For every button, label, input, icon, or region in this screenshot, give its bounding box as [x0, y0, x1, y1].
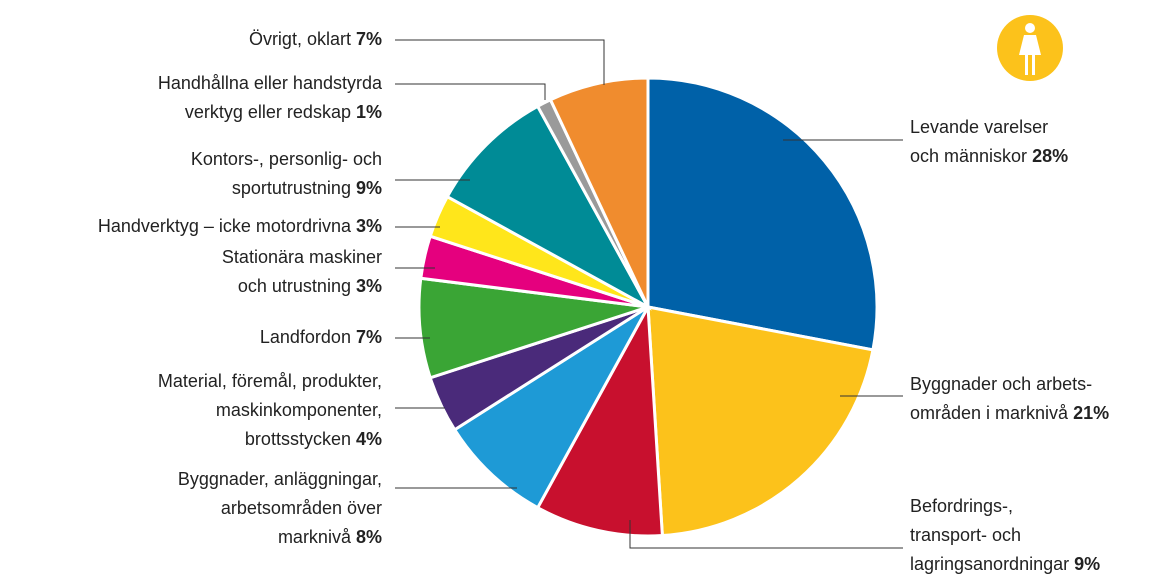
slice-label: Befordrings-, transport- och lagringsano… [910, 492, 1172, 578]
slice-label: Handverktyg – icke motordrivna 3% [7, 212, 382, 241]
slice-label: Byggnader och arbets- områden i marknivå… [910, 370, 1172, 428]
category-label: Levande varelser och människor [910, 117, 1049, 166]
value-label: 7% [355, 327, 382, 347]
category-label: Övrigt, oklart [248, 29, 351, 49]
slice-label: Landfordon 7% [12, 323, 382, 352]
leader-line [629, 520, 903, 549]
value-label: 1% [355, 102, 382, 122]
woman-icon [997, 15, 1063, 81]
category-label: Befordrings-, transport- och lagringsano… [910, 496, 1070, 574]
slice-label: Övrigt, oklart 7% [12, 25, 382, 54]
slice-label: Byggnader, anläggningar, arbetsområden ö… [12, 465, 382, 552]
slice-label: Levande varelser och människor 28% [910, 113, 1170, 171]
category-label: Handverktyg – icke motordrivna [97, 216, 351, 236]
value-label: 7% [355, 29, 382, 49]
slice-label: Kontors-, personlig- och sportutrustning… [12, 145, 382, 203]
value-label: 3% [355, 276, 382, 296]
value-label: 3% [355, 216, 382, 236]
slice-label: Stationära maskiner och utrustning 3% [12, 243, 382, 301]
value-label: 4% [355, 429, 382, 449]
category-label: Material, föremål, produkter, maskinkomp… [157, 371, 382, 449]
leader-line [395, 39, 605, 85]
pie-slice [548, 76, 650, 308]
leader-line [395, 83, 546, 100]
category-label: Byggnader och arbets- områden i marknivå [910, 374, 1093, 423]
pie-slice [646, 76, 879, 352]
value-label: 28% [1032, 146, 1069, 166]
pie-slice [535, 301, 664, 538]
category-label: Handhållna eller handstyrda verktyg elle… [157, 73, 382, 122]
category-label: Byggnader, anläggningar, arbetsområden ö… [177, 469, 382, 547]
slice-label: Material, föremål, produkter, maskinkomp… [12, 367, 382, 454]
value-label: 21% [1073, 403, 1110, 423]
pie-slice [452, 305, 650, 510]
category-label: Stationära maskiner och utrustning [221, 247, 382, 296]
value-label: 9% [1074, 554, 1101, 574]
category-label: Landfordon [259, 327, 351, 347]
slice-label: Handhållna eller handstyrda verktyg elle… [12, 69, 382, 127]
category-label: Kontors-, personlig- och sportutrustning [190, 149, 382, 198]
pie-slice [445, 104, 652, 311]
pie-slice [646, 305, 875, 538]
value-label: 8% [355, 527, 382, 547]
value-label: 9% [355, 178, 382, 198]
